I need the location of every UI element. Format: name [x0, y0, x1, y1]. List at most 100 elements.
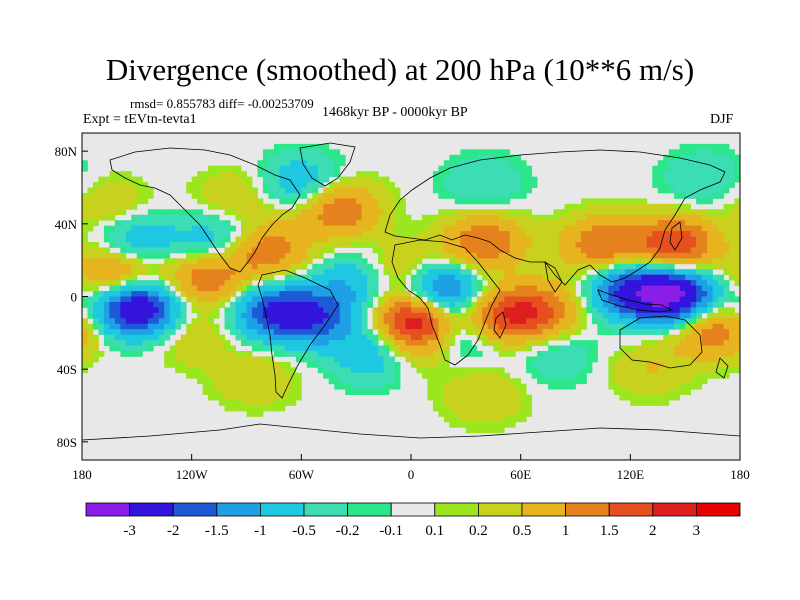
field-cell — [493, 340, 500, 346]
field-cell — [224, 171, 231, 177]
x-axis-ticks: 180 120W 60W 0 60E 120E 180 — [72, 454, 750, 482]
field-cell — [208, 171, 214, 177]
field-cell — [131, 220, 138, 227]
field-cell — [520, 389, 527, 395]
field-cell — [685, 160, 692, 167]
field-cell — [295, 220, 302, 227]
field-cell — [498, 220, 505, 227]
field-cell — [443, 410, 450, 417]
field-cell — [246, 394, 253, 401]
field-cell — [559, 356, 565, 363]
field-cell — [262, 323, 269, 330]
field-cell — [685, 329, 692, 336]
field-cell — [136, 263, 143, 270]
field-cell — [235, 329, 242, 336]
field-cell — [701, 367, 708, 374]
field-cell — [180, 361, 187, 368]
field-cell — [312, 269, 319, 276]
field-cell — [493, 198, 500, 205]
field-cell — [230, 394, 236, 401]
field-cell — [306, 176, 313, 183]
field-cell — [273, 312, 280, 319]
field-cell — [504, 280, 511, 286]
field-cell — [608, 280, 615, 286]
field-cell — [109, 312, 116, 319]
field-cell — [367, 378, 374, 385]
field-cell — [290, 187, 297, 194]
field-cell — [734, 247, 740, 254]
field-cell — [438, 378, 445, 385]
field-cell — [295, 356, 302, 363]
field-cell — [515, 160, 522, 167]
field-cell — [361, 329, 368, 336]
field-cell — [257, 220, 264, 227]
field-cell — [400, 296, 406, 303]
field-cell — [197, 225, 204, 232]
field-cell — [696, 318, 703, 325]
field-cell — [718, 329, 724, 336]
field-cell — [114, 231, 121, 237]
field-cell — [564, 285, 571, 292]
field-cell — [619, 372, 626, 379]
field-cell — [559, 291, 565, 297]
field-cell — [219, 192, 225, 199]
field-cell — [542, 258, 549, 265]
field-cell — [416, 301, 423, 308]
field-cell — [268, 296, 275, 303]
field-cell — [723, 312, 730, 319]
field-cell — [723, 182, 730, 188]
field-cell — [284, 280, 291, 286]
field-cell — [608, 356, 615, 363]
field-cell — [334, 263, 341, 270]
field-cell — [114, 318, 121, 325]
field-cell — [92, 334, 99, 341]
field-cell — [509, 182, 516, 188]
field-cell — [718, 209, 724, 216]
field-cell — [92, 263, 99, 270]
field-cell — [652, 361, 659, 368]
field-cell — [482, 405, 489, 412]
field-cell — [498, 394, 505, 401]
field-cell — [493, 427, 500, 434]
field-cell — [339, 372, 346, 379]
field-cell — [668, 280, 675, 286]
field-cell — [345, 301, 352, 308]
field-cell — [509, 285, 516, 292]
field-cell — [180, 274, 187, 281]
field-cell — [443, 231, 450, 237]
field-cell — [361, 356, 368, 363]
field-cell — [131, 225, 138, 232]
field-cell — [251, 312, 258, 319]
field-cell — [520, 340, 527, 346]
field-cell — [624, 209, 631, 216]
field-cell — [679, 160, 686, 167]
field-cell — [257, 225, 264, 232]
coast-india — [544, 261, 563, 293]
field-cell — [339, 285, 346, 292]
field-cell — [630, 400, 637, 406]
field-cell — [251, 220, 258, 227]
field-cell — [411, 361, 417, 368]
field-cell — [575, 242, 582, 248]
field-cell — [175, 214, 182, 221]
field-cell — [378, 301, 384, 308]
field-cell — [668, 258, 675, 265]
field-cell — [273, 400, 280, 406]
field-cell — [394, 291, 401, 297]
field-cell — [679, 203, 686, 210]
field-cell — [202, 340, 209, 346]
field-cell — [306, 203, 313, 210]
field-cell — [92, 252, 99, 259]
field-cell — [515, 214, 522, 221]
field-cell — [131, 296, 138, 303]
field-cell — [608, 198, 615, 205]
field-cell — [120, 242, 127, 248]
field-cell — [191, 225, 198, 232]
field-cell — [652, 263, 659, 270]
field-cell — [449, 242, 456, 248]
field-cell — [202, 389, 209, 395]
field-cell — [696, 160, 703, 167]
field-cell — [273, 334, 280, 341]
field-cell — [323, 274, 330, 281]
field-cell — [339, 214, 346, 221]
